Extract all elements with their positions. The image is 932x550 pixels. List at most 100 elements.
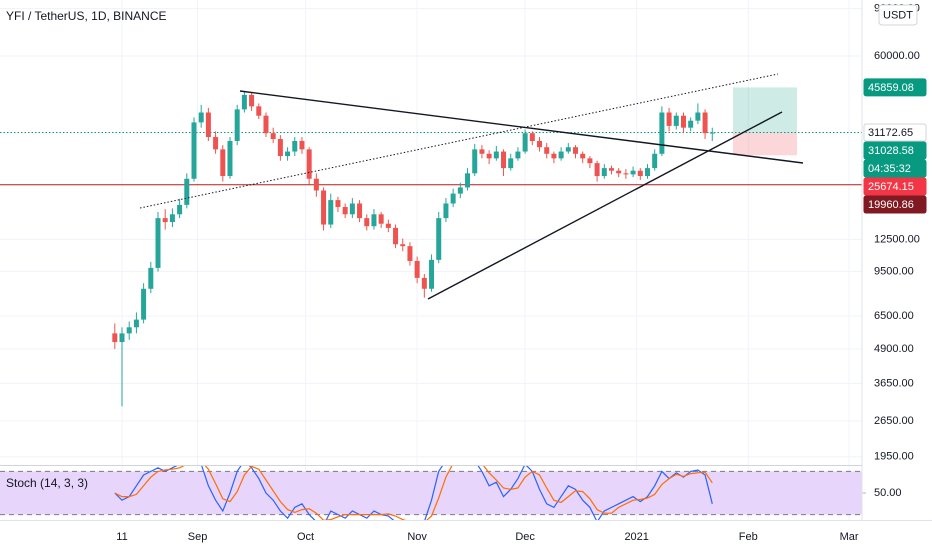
stoch-lines [114, 466, 713, 520]
candle-body [465, 173, 471, 188]
candle-body [457, 187, 463, 194]
candle-body [659, 112, 665, 154]
candle-body [529, 133, 535, 142]
candle-body [400, 244, 406, 247]
candle-body [321, 190, 327, 225]
candle-body [205, 112, 211, 138]
candle-body [112, 333, 118, 343]
x-tick-label: Mar [840, 531, 859, 543]
candle-body [702, 112, 708, 134]
candle-body [220, 149, 226, 177]
currency-label[interactable]: USDT [883, 9, 913, 21]
candle-body [263, 115, 269, 134]
candle-body [630, 170, 636, 175]
candle-body [515, 151, 521, 159]
candle-body [141, 288, 147, 320]
candle-body [378, 214, 384, 224]
candle-body [213, 137, 219, 150]
dotted-trend-line [139, 73, 779, 209]
price-tag-label: 31028.58 [868, 145, 914, 157]
candle-body [652, 153, 658, 169]
price-tag [863, 78, 927, 97]
x-tick-label: 2021 [624, 531, 648, 543]
candle-body [119, 333, 125, 343]
trend-line [427, 111, 783, 300]
candle-body [666, 112, 672, 126]
candle-body [335, 200, 341, 207]
y-tick-label: 2650.00 [874, 415, 914, 427]
currency-button[interactable]: USDT [878, 4, 918, 26]
candle-body [313, 178, 319, 191]
candle-body [393, 227, 399, 245]
stoch-tick-label: 50.00 [874, 487, 902, 499]
candle-body [537, 141, 543, 148]
candle-body [608, 168, 614, 171]
price-tag [863, 195, 927, 214]
stoch-band [0, 471, 862, 515]
candle-body [270, 133, 276, 140]
candle-body [234, 109, 240, 142]
x-tick-label: Sep [188, 531, 208, 543]
candle-body [357, 203, 363, 219]
candle-body [573, 147, 579, 154]
candle-body [249, 94, 255, 107]
candle-body [155, 218, 161, 268]
position-target-zone [733, 87, 797, 133]
candles [112, 90, 715, 407]
y-tick-label: 60000.00 [874, 50, 920, 62]
stoch-title: Stoch (14, 3, 3) [6, 476, 88, 490]
candle-body [616, 170, 622, 174]
price-tag-label: 45859.08 [868, 82, 914, 94]
candle-body [443, 203, 449, 219]
stoch-pane: 50.00 Stoch (14, 3, 3) [0, 466, 902, 520]
candle-body [551, 153, 557, 159]
stoch-line [114, 466, 713, 520]
candle-body [364, 218, 370, 227]
overlay [0, 87, 862, 186]
candle-body [544, 147, 550, 154]
x-tick-label: Dec [515, 531, 535, 543]
candle-body [342, 206, 348, 215]
y-tick-label: 9500.00 [874, 265, 914, 277]
y-tick-label: 3650.00 [874, 377, 914, 389]
symbol-title: YFI / TetherUS, 1D, BINANCE [6, 9, 167, 23]
y-tick-label: 4900.00 [874, 343, 914, 355]
price-tag-label: 31172.65 [868, 127, 913, 139]
price-tag-label: 25674.15 [868, 181, 914, 193]
candle-body [587, 158, 593, 164]
candle-body [688, 120, 694, 128]
price-tag [863, 159, 927, 178]
price-tag-label: 19960.86 [868, 199, 914, 211]
candle-body [133, 319, 139, 328]
candle-body [184, 178, 190, 205]
candle-body [565, 147, 571, 152]
price-tag [863, 123, 927, 142]
x-tick-label: Nov [407, 531, 427, 543]
candle-body [277, 139, 283, 157]
candle-body [594, 163, 600, 177]
candle-body [299, 141, 305, 150]
stoch-line [114, 466, 713, 520]
candle-body [177, 204, 183, 215]
candle-body [169, 214, 175, 223]
y-tick-label: 12500.00 [874, 233, 920, 245]
candle-body [306, 149, 312, 179]
candle-body [385, 223, 391, 228]
candle-body [501, 151, 507, 169]
candle-body [680, 115, 686, 128]
candle-body [558, 151, 564, 159]
price-tag [863, 177, 927, 196]
candle-body [241, 94, 247, 110]
x-tick-label: Oct [297, 531, 314, 543]
candle-body [709, 132, 715, 134]
candle-body [328, 200, 334, 225]
drawings [139, 73, 804, 300]
price-tag [863, 141, 927, 160]
price-tags: 45859.08 31172.65 31028.58 04:35:32 25674.15… [863, 78, 927, 214]
candle-body [162, 218, 168, 223]
position-stop-zone [733, 132, 797, 156]
candle-body [472, 149, 478, 174]
currency-button-box[interactable] [878, 4, 918, 26]
